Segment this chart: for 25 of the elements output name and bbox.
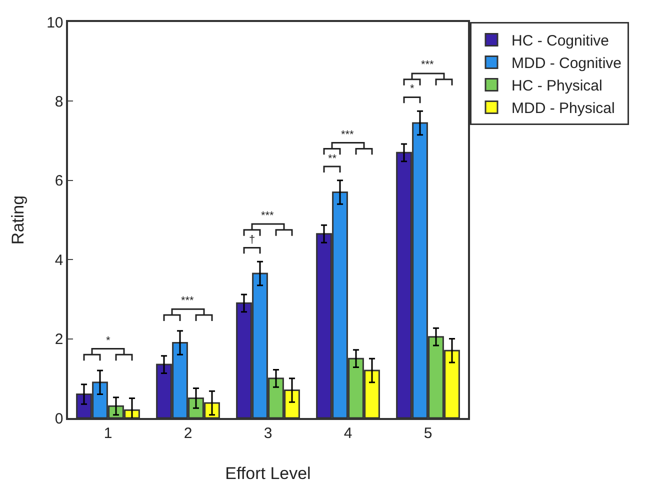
legend-label: MDD - Physical [512,100,615,118]
annotation: *** [181,295,195,307]
annotation: *** [341,129,355,141]
y-tick-label: 10 [46,14,64,32]
y-tick-label: 6 [54,172,64,190]
annotation: *** [421,59,435,71]
annotation: * [410,83,415,95]
annotation: † [249,234,256,246]
x-tick-label: 4 [344,424,352,442]
x-axis-title: Effort Level [225,464,311,483]
x-tick-label: 3 [264,424,272,442]
annotation: * [106,335,111,347]
y-tick-label: 0 [54,410,64,428]
legend-label: HC - Physical [512,78,602,95]
x-tick-label: 1 [104,424,112,442]
y-tick-label: 4 [54,252,64,269]
x-tick-label: 5 [424,424,432,442]
x-tick-label: 2 [184,424,192,442]
annotation: *** [261,210,275,222]
y-tick-label: 2 [54,331,64,348]
legend-label: MDD - Cognitive [512,55,622,72]
legend-label: HC - Cognitive [512,32,610,50]
annotation: ** [328,153,338,165]
y-axis-title: Rating [8,195,28,245]
y-tick-label: 8 [54,93,64,110]
